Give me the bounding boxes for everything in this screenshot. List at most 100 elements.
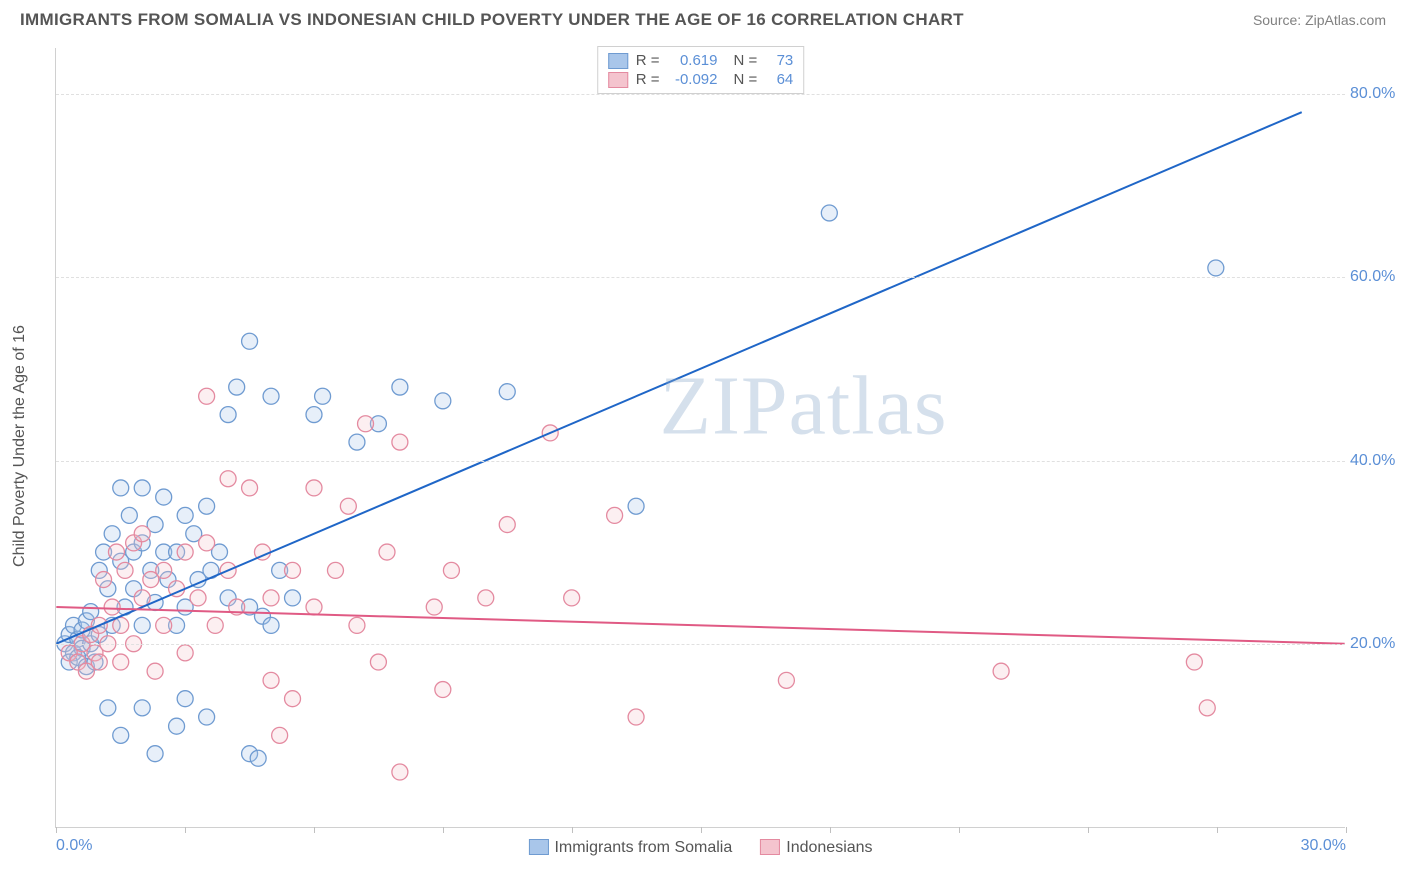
scatter-point-indonesians <box>96 572 112 588</box>
scatter-point-somalia <box>100 700 116 716</box>
r-value: 0.619 <box>666 52 718 69</box>
x-tick-mark <box>314 827 315 833</box>
series-legend-item-somalia: Immigrants from Somalia <box>528 839 732 857</box>
scatter-point-indonesians <box>379 544 395 560</box>
regression-line-somalia <box>56 112 1301 644</box>
x-tick-mark <box>1217 827 1218 833</box>
correlation-legend-row-indonesians: R = -0.092 N = 64 <box>608 70 794 89</box>
x-tick-label: 0.0% <box>56 837 92 855</box>
scatter-point-indonesians <box>177 645 193 661</box>
scatter-point-somalia <box>177 507 193 523</box>
scatter-point-somalia <box>306 407 322 423</box>
r-value: -0.092 <box>666 71 718 88</box>
series-legend: Immigrants from Somalia Indonesians <box>528 839 872 857</box>
scatter-point-indonesians <box>349 617 365 633</box>
n-label: N = <box>734 52 758 69</box>
y-tick-label: 80.0% <box>1350 85 1405 103</box>
scatter-point-somalia <box>263 617 279 633</box>
series-legend-label: Indonesians <box>786 839 872 856</box>
scatter-point-indonesians <box>426 599 442 615</box>
scatter-point-indonesians <box>435 682 451 698</box>
x-tick-mark <box>56 827 57 833</box>
scatter-point-somalia <box>229 379 245 395</box>
x-tick-mark <box>185 827 186 833</box>
scatter-point-somalia <box>113 480 129 496</box>
scatter-point-somalia <box>263 388 279 404</box>
scatter-point-indonesians <box>1186 654 1202 670</box>
n-value: 73 <box>763 52 793 69</box>
scatter-point-indonesians <box>156 562 172 578</box>
scatter-point-indonesians <box>370 654 386 670</box>
scatter-point-somalia <box>1208 260 1224 276</box>
scatter-point-indonesians <box>177 544 193 560</box>
scatter-point-somalia <box>250 750 266 766</box>
scatter-point-indonesians <box>1199 700 1215 716</box>
scatter-point-indonesians <box>147 663 163 679</box>
scatter-point-indonesians <box>778 672 794 688</box>
x-tick-mark <box>701 827 702 833</box>
scatter-point-indonesians <box>306 599 322 615</box>
scatter-point-somalia <box>134 617 150 633</box>
legend-swatch-indonesians <box>608 72 628 88</box>
scatter-point-indonesians <box>108 544 124 560</box>
scatter-point-indonesians <box>134 526 150 542</box>
scatter-point-indonesians <box>113 617 129 633</box>
scatter-point-somalia <box>104 526 120 542</box>
r-label: R = <box>636 52 660 69</box>
scatter-point-indonesians <box>499 517 515 533</box>
source-attribution: Source: ZipAtlas.com <box>1253 12 1386 28</box>
scatter-point-somalia <box>349 434 365 450</box>
x-tick-mark <box>443 827 444 833</box>
scatter-point-somalia <box>285 590 301 606</box>
scatter-point-somalia <box>134 700 150 716</box>
scatter-point-somalia <box>169 718 185 734</box>
scatter-point-somalia <box>499 384 515 400</box>
x-tick-mark <box>959 827 960 833</box>
scatter-point-indonesians <box>306 480 322 496</box>
scatter-point-indonesians <box>190 590 206 606</box>
scatter-point-indonesians <box>134 590 150 606</box>
scatter-point-indonesians <box>628 709 644 725</box>
x-tick-mark <box>1346 827 1347 833</box>
scatter-point-indonesians <box>340 498 356 514</box>
scatter-point-somalia <box>121 507 137 523</box>
source-prefix: Source: <box>1253 12 1305 28</box>
series-legend-item-indonesians: Indonesians <box>760 839 872 857</box>
scatter-point-somalia <box>628 498 644 514</box>
scatter-point-somalia <box>821 205 837 221</box>
chart-plot-area: ZIPatlas R =0.619N =73R =-0.092N =64 Imm… <box>55 48 1345 828</box>
x-tick-label: 30.0% <box>1301 837 1346 855</box>
x-tick-mark <box>572 827 573 833</box>
n-label: N = <box>734 71 758 88</box>
scatter-point-indonesians <box>564 590 580 606</box>
chart-header: IMMIGRANTS FROM SOMALIA VS INDONESIAN CH… <box>20 10 1386 30</box>
scatter-point-somalia <box>392 379 408 395</box>
n-value: 64 <box>763 71 793 88</box>
scatter-point-somalia <box>435 393 451 409</box>
scatter-point-somalia <box>199 709 215 725</box>
scatter-point-indonesians <box>207 617 223 633</box>
scatter-point-indonesians <box>358 416 374 432</box>
correlation-legend: R = 0.619 N = 73 R = -0.092 N = 64 <box>597 46 805 94</box>
y-axis-label: Child Poverty Under the Age of 16 <box>11 325 29 567</box>
scatter-point-somalia <box>147 746 163 762</box>
y-tick-label: 40.0% <box>1350 452 1405 470</box>
legend-swatch-somalia <box>528 839 548 855</box>
y-tick-label: 60.0% <box>1350 268 1405 286</box>
x-tick-mark <box>830 827 831 833</box>
r-label: R = <box>636 71 660 88</box>
scatter-point-indonesians <box>156 617 172 633</box>
scatter-point-indonesians <box>607 507 623 523</box>
scatter-point-somalia <box>315 388 331 404</box>
regression-line-indonesians <box>56 607 1344 644</box>
legend-swatch-somalia <box>608 53 628 69</box>
scatter-point-somalia <box>220 407 236 423</box>
scatter-point-somalia <box>177 691 193 707</box>
correlation-legend-row-somalia: R = 0.619 N = 73 <box>608 51 794 70</box>
scatter-point-indonesians <box>242 480 258 496</box>
scatter-point-indonesians <box>478 590 494 606</box>
chart-title: IMMIGRANTS FROM SOMALIA VS INDONESIAN CH… <box>20 10 964 30</box>
scatter-point-indonesians <box>104 599 120 615</box>
scatter-point-indonesians <box>113 654 129 670</box>
scatter-point-indonesians <box>285 691 301 707</box>
